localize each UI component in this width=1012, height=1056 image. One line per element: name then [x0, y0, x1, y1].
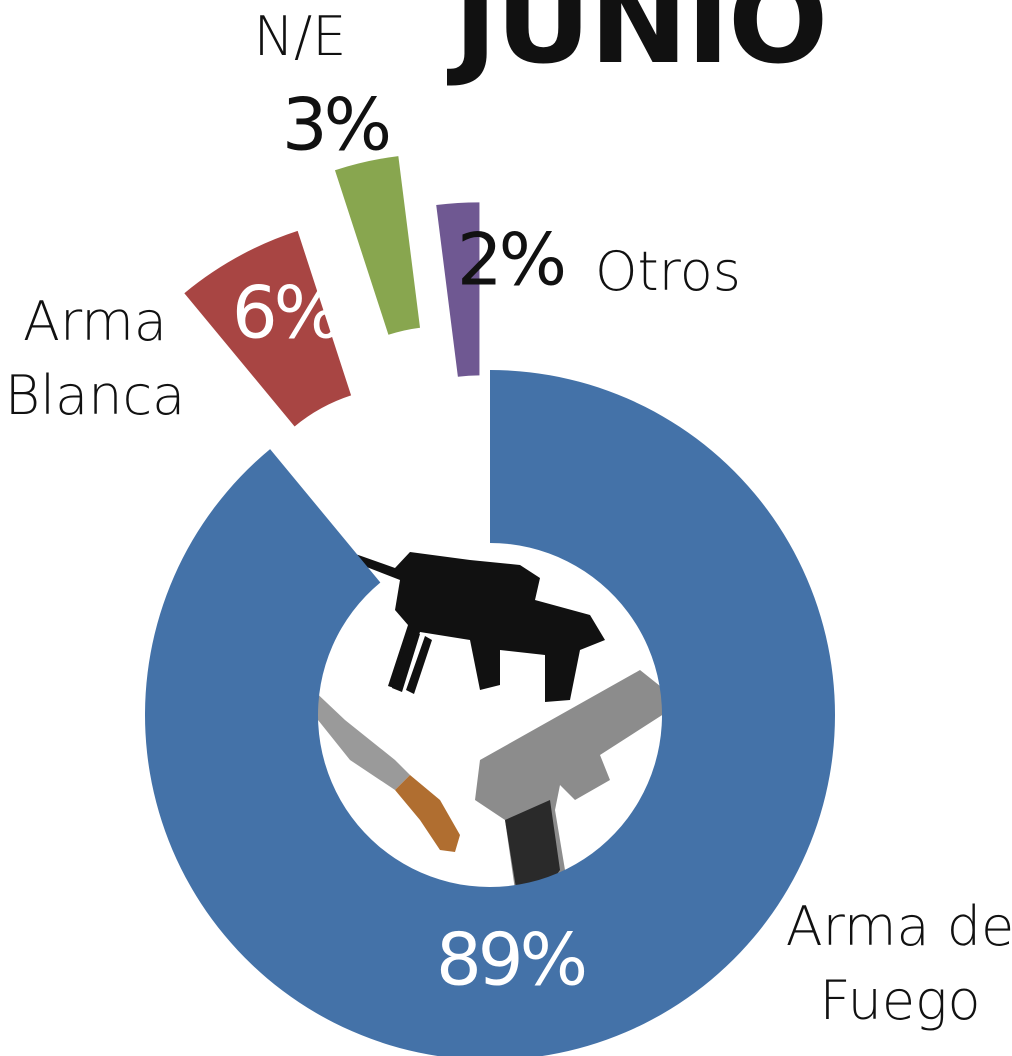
- category-label: Otros: [595, 240, 741, 303]
- knife-handle: [395, 775, 460, 852]
- chart: JUNIO 89% Arma deFuego 6% ArmaBlanca 3% N/E 2%…: [0, 0, 1012, 1056]
- value-label: 3%: [282, 83, 389, 167]
- value-label: 89%: [436, 918, 585, 1002]
- category-label: N/E: [254, 5, 347, 68]
- value-label: 2%: [457, 218, 564, 302]
- chart-title: JUNIO: [447, 0, 827, 90]
- value-label: 6%: [232, 271, 339, 355]
- rifle-icon: [328, 545, 605, 702]
- donut-slice: [335, 156, 420, 335]
